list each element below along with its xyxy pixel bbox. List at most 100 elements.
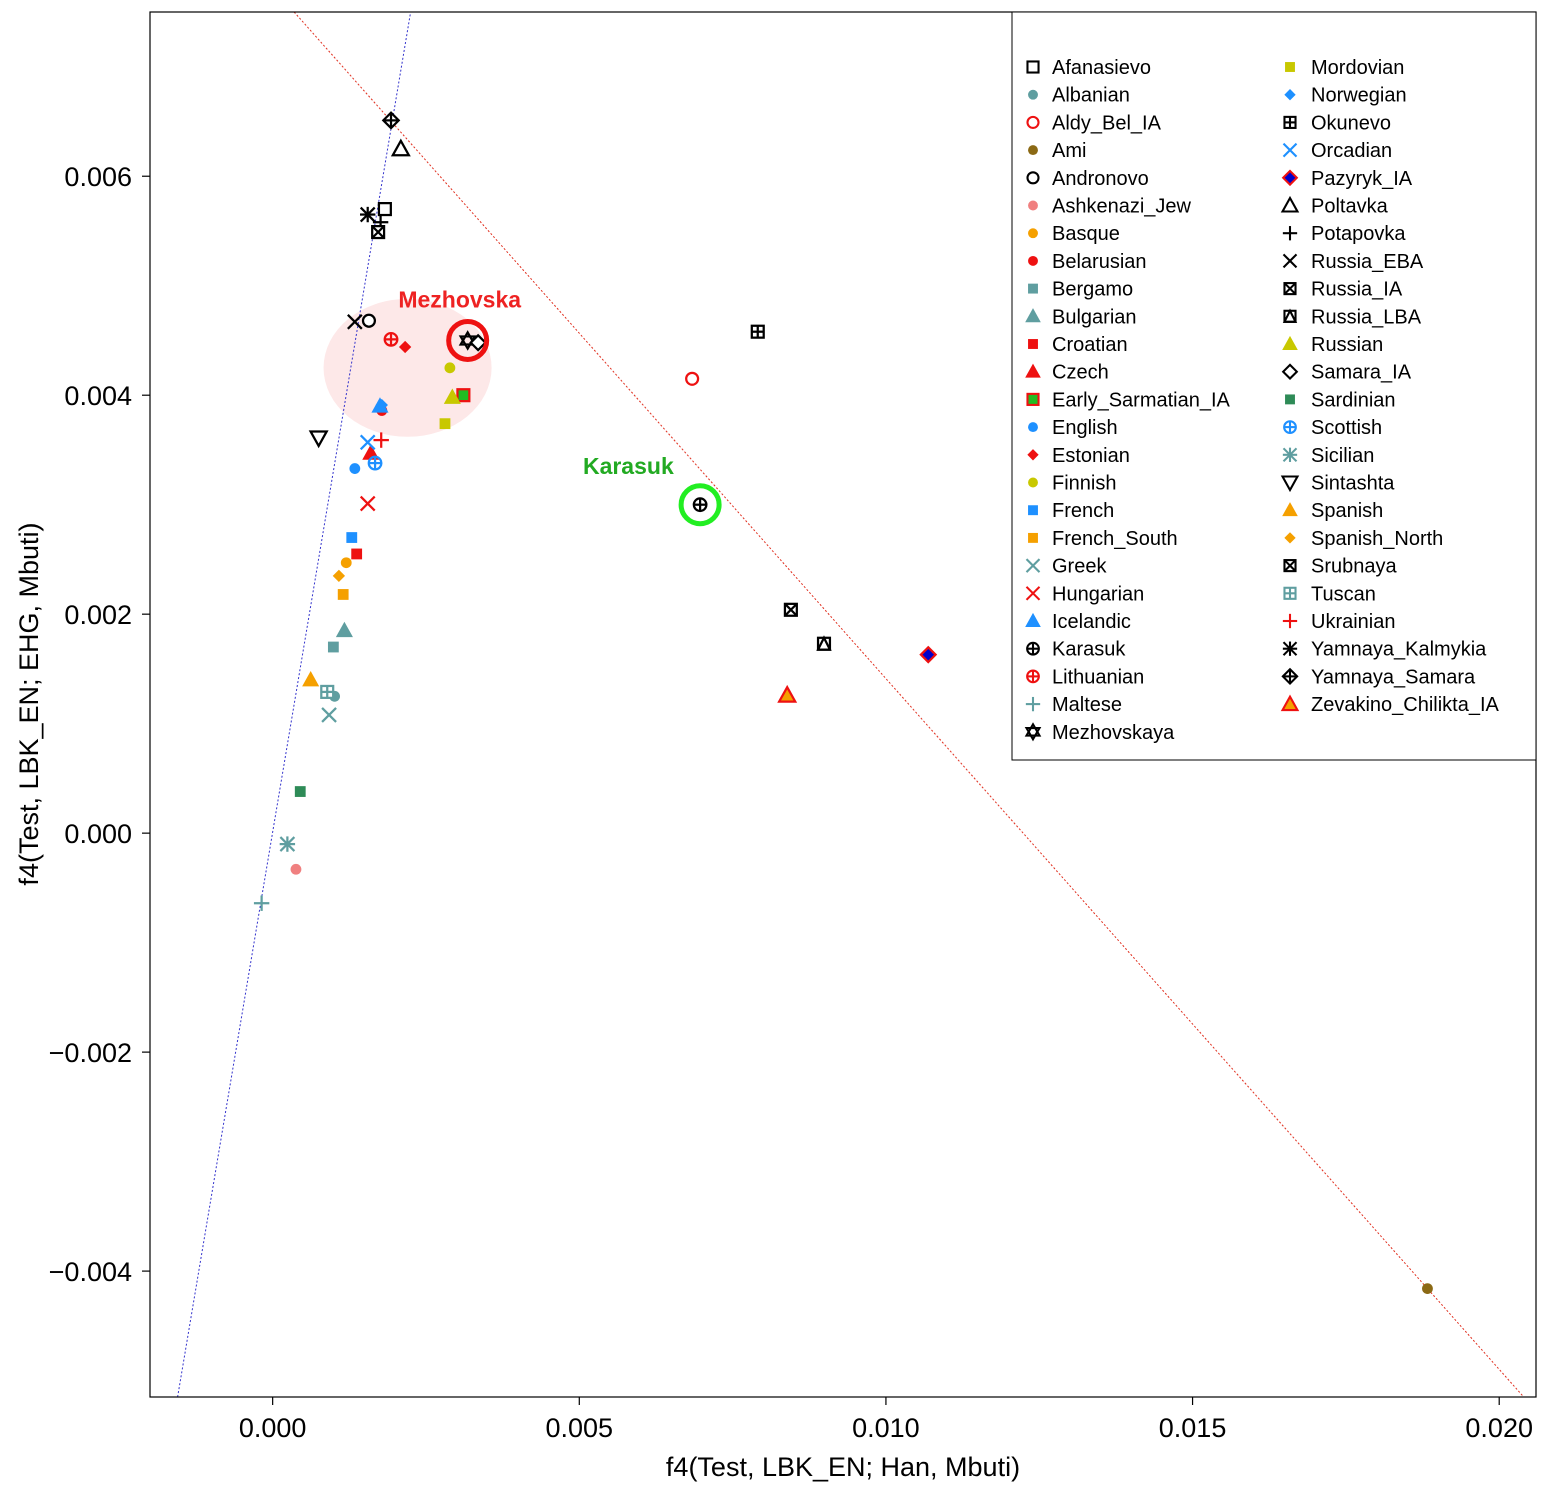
legend-label: Poltavka (1311, 196, 1389, 218)
legend: Afanasievo Albanian Aldy_Bel_IA Ami Andronov… (1024, 57, 1500, 744)
legend-label: Ashkenazi_Jew (1052, 196, 1192, 218)
legend-item-lithuanian: Lithuanian (1026, 666, 1144, 688)
legend-label: Basque (1052, 223, 1120, 245)
legend-label: Norwegian (1311, 85, 1407, 107)
legend-label: Bulgarian (1052, 306, 1137, 328)
point-ami (1422, 1283, 1433, 1295)
legend-item-greek: Greek (1025, 556, 1107, 578)
point-poltavka (390, 138, 411, 157)
legend-label: French_South (1052, 528, 1178, 550)
point-hungarian (359, 495, 376, 512)
legend-label: Maltese (1052, 694, 1122, 716)
legend-item-czech: Czech (1025, 362, 1109, 384)
point-greek (321, 707, 337, 723)
point-ukrainian (373, 432, 389, 448)
legend-label: Sardinian (1311, 389, 1396, 411)
legend-label: Sicilian (1311, 445, 1374, 467)
annotations-layer: Mezhovska Karasuk (398, 287, 674, 479)
legend-label: Aldy_Bel_IA (1052, 112, 1162, 134)
legend-item-poltavka: Poltavka (1280, 196, 1389, 218)
point-french (346, 532, 358, 543)
point-basque (340, 557, 352, 569)
legend-label: Tuscan (1311, 583, 1376, 605)
x-tick-label: 0.020 (1465, 1413, 1533, 1443)
highlight-circles-layer (446, 318, 722, 527)
point-samara-ia (469, 333, 488, 352)
legend-item-afanasievo: Afanasievo (1026, 57, 1151, 79)
legend-label: Early_Sarmatian_IA (1052, 389, 1231, 411)
point-yamnaya-samara (381, 111, 401, 130)
legend-label: Yamnaya_Kalmykia (1311, 639, 1487, 661)
legend-label: Scottish (1311, 417, 1382, 439)
point-karasuk (692, 497, 708, 513)
legend-label: Samara_IA (1311, 362, 1412, 384)
point-bergamo (327, 641, 339, 653)
legend-item-ukrainian: Ukrainian (1282, 611, 1395, 633)
legend-label: Russia_LBA (1311, 306, 1422, 328)
annotation-mezhovska: Mezhovska (398, 287, 521, 313)
point-croatian (351, 548, 363, 560)
legend-label: Spanish (1311, 500, 1383, 522)
legend-item-sardinian: Sardinian (1285, 389, 1396, 411)
x-tick-label: 0.010 (852, 1413, 920, 1443)
legend-label: Mordovian (1311, 57, 1404, 79)
legend-item-albanian: Albanian (1028, 85, 1130, 107)
point-scottish (367, 455, 383, 471)
reference-lines-layer (177, 12, 1525, 1397)
legend-item-sicilian: Sicilian (1282, 445, 1374, 467)
legend-item-spanish-north: Spanish_North (1284, 528, 1443, 550)
x-tick-label: 0.000 (239, 1413, 307, 1443)
legend-label: Pazyryk_IA (1311, 168, 1413, 190)
legend-item-estonian: Estonian (1027, 445, 1130, 467)
legend-label: Czech (1052, 362, 1109, 384)
legend-item-spanish: Spanish (1282, 500, 1383, 522)
point-lithuanian (383, 331, 399, 347)
legend-item-pazyryk-ia: Pazyryk_IA (1281, 168, 1413, 190)
legend-item-basque: Basque (1028, 223, 1120, 245)
highlight-circle-1 (446, 318, 490, 362)
legend-label: Russia_EBA (1311, 251, 1424, 273)
point-ashkenazi-jew (290, 863, 302, 875)
legend-item-russia-ia: Russia_IA (1283, 279, 1403, 301)
legend-item-mordovian: Mordovian (1285, 57, 1404, 79)
legend-item-russian: Russian (1282, 334, 1383, 356)
point-tuscan (320, 684, 335, 699)
point-french-south (337, 589, 349, 600)
point-russian (443, 388, 461, 404)
legend-label: Lithuanian (1052, 666, 1144, 688)
x-tick-label: 0.015 (1159, 1413, 1227, 1443)
legend-label: Afanasievo (1052, 57, 1151, 79)
legend-item-andronovo: Andronovo (1026, 168, 1149, 190)
legend-item-srubnaya: Srubnaya (1283, 556, 1397, 578)
legend-item-orcadian: Orcadian (1282, 140, 1392, 162)
legend-item-scottish: Scottish (1283, 417, 1382, 439)
legend-item-yamnaya-kalmykia: Yamnaya_Kalmykia (1282, 639, 1487, 661)
annotation-karasuk: Karasuk (583, 453, 674, 479)
legend-item-okunevo: Okunevo (1283, 112, 1391, 134)
point-okunevo (750, 324, 765, 339)
legend-label: Finnish (1052, 473, 1116, 495)
legend-item-mezhovskaya: Mezhovskaya (1024, 722, 1175, 744)
legend-item-russia-eba: Russia_EBA (1282, 251, 1424, 273)
legend-label: Spanish_North (1311, 528, 1443, 550)
y-axis-title: f4(Test, LBK_EN; EHG, Mbuti) (14, 522, 44, 885)
legend-box (1011, 11, 1537, 761)
point-english (349, 463, 361, 474)
legend-label: Russia_IA (1311, 279, 1403, 301)
point-srubnaya (371, 224, 386, 240)
legend-label: Hungarian (1052, 583, 1144, 605)
legend-label: Karasuk (1052, 639, 1126, 661)
y-tick-label: 0.006 (64, 162, 132, 192)
point-yamnaya-kalmykia (359, 206, 376, 223)
red-dotted-line (293, 12, 1525, 1397)
legend-item-early-sarmatian-ia: Early_Sarmatian_IA (1026, 389, 1231, 411)
legend-item-finnish: Finnish (1028, 473, 1116, 495)
legend-label: Andronovo (1052, 168, 1149, 190)
legend-label: Orcadian (1311, 140, 1392, 162)
legend-label: Icelandic (1052, 611, 1131, 633)
point-bulgarian (335, 621, 353, 638)
point-maltese (253, 895, 270, 911)
y-tick-label: 0.004 (64, 381, 132, 411)
point-russia-ia (783, 602, 798, 617)
point-zevakino-chilikta-ia (777, 684, 798, 703)
